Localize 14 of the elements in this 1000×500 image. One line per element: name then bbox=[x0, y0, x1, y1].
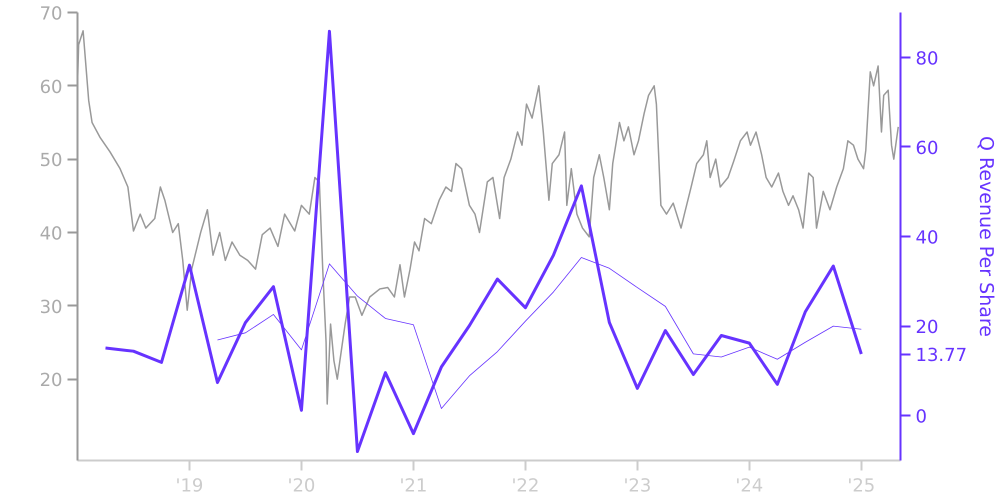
line-series bbox=[104, 30, 863, 454]
y-tick-label: 60 bbox=[40, 76, 62, 98]
y2-tick-label: 60 bbox=[916, 138, 938, 159]
y-tick-label: 30 bbox=[40, 296, 62, 318]
text: 13.77 bbox=[916, 345, 968, 366]
y-tick-label: 40 bbox=[40, 223, 62, 244]
y2-tick-label: 40 bbox=[916, 228, 938, 248]
y-tick-label: 20 bbox=[40, 370, 62, 392]
y2-tick-label: 0 bbox=[916, 406, 927, 428]
y2-tick-label: 20 bbox=[916, 317, 938, 338]
y-tick-label: 70 bbox=[40, 4, 62, 24]
y-tick-label: 50 bbox=[40, 150, 62, 172]
y2-axis-title: Q Revenue Per Share bbox=[975, 136, 998, 337]
y2-tick-label: 80 bbox=[916, 48, 938, 70]
